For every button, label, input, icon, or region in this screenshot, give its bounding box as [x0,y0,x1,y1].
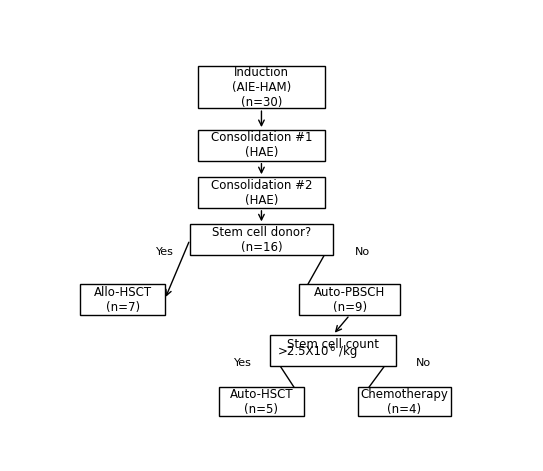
Text: Allo-HSCT
(n=7): Allo-HSCT (n=7) [93,285,151,314]
FancyBboxPatch shape [198,66,325,108]
Text: Stem cell count: Stem cell count [287,338,379,351]
Text: Auto-HSCT
(n=5): Auto-HSCT (n=5) [230,388,293,416]
Text: >2.5X10: >2.5X10 [277,345,329,358]
Text: Consolidation #2
(HAE): Consolidation #2 (HAE) [211,179,312,206]
Text: No: No [416,358,431,368]
Text: No: No [355,247,370,257]
Text: Auto-PBSCH
(n=9): Auto-PBSCH (n=9) [314,285,386,314]
Text: Yes: Yes [156,247,174,257]
Text: Chemotherapy
(n=4): Chemotherapy (n=4) [361,388,449,416]
FancyBboxPatch shape [190,224,333,255]
Text: 6: 6 [329,344,334,353]
FancyBboxPatch shape [270,335,396,365]
FancyBboxPatch shape [198,177,325,208]
Text: Consolidation #1
(HAE): Consolidation #1 (HAE) [211,131,312,159]
FancyBboxPatch shape [80,284,165,315]
Text: /kg: /kg [339,345,358,358]
FancyBboxPatch shape [358,387,451,416]
Text: Yes: Yes [233,358,251,368]
FancyBboxPatch shape [299,284,400,315]
FancyBboxPatch shape [219,387,304,416]
Text: Stem cell donor?
(n=16): Stem cell donor? (n=16) [212,226,311,254]
Text: Induction
(AIE-HAM)
(n=30): Induction (AIE-HAM) (n=30) [232,66,291,109]
FancyBboxPatch shape [198,130,325,161]
